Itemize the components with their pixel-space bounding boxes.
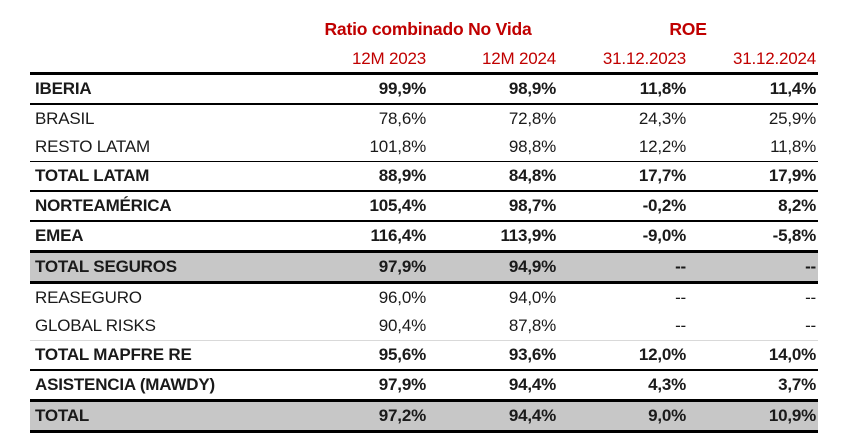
column-group-combined-ratio: Ratio combinado No Vida — [324, 19, 532, 39]
cell: 8,2% — [688, 191, 819, 222]
cell: -5,8% — [688, 221, 819, 253]
cell: -- — [688, 312, 819, 341]
cell: 11,8% — [688, 133, 819, 162]
cell: 84,8% — [428, 161, 559, 192]
cell: 11,4% — [688, 73, 819, 105]
cell: 94,4% — [428, 400, 559, 433]
corner-cell — [30, 14, 298, 45]
cell: 78,6% — [378, 109, 426, 128]
table-row-total: TOTAL 97,2% 94,4% 9,0% 10,9% — [30, 400, 819, 433]
cell: 3,7% — [688, 370, 819, 402]
cell: 72,8% — [508, 109, 557, 128]
row-label: TOTAL LATAM — [30, 161, 298, 192]
table-row-resto-latam: RESTO LATAM 101,8% 98,8% 12,2% 11,8% — [30, 133, 819, 162]
table-row-asistencia-mawdy: ASISTENCIA (MAWDY) 97,9% 94,4% 4,3% 3,7% — [30, 370, 819, 402]
cell: 98,8% — [428, 133, 559, 162]
cell: 10,9% — [688, 400, 819, 433]
cell: 4,3% — [558, 370, 689, 402]
row-label: IBERIA — [30, 73, 298, 105]
cell: -- — [558, 251, 689, 284]
row-label: RESTO LATAM — [30, 133, 298, 162]
cell: 99,9% — [298, 73, 428, 105]
table-row-reaseguro: REASEGURO 96,0% 94,0% -- -- — [30, 283, 818, 313]
column-header-31-12-2023: 31.12.2023 — [558, 45, 689, 75]
row-label: EMEA — [30, 221, 298, 253]
cell: 87,8% — [428, 312, 559, 341]
row-label: TOTAL SEGUROS — [30, 251, 298, 284]
column-group-roe: ROE — [669, 19, 707, 39]
cell: -- — [805, 288, 817, 307]
column-header-12m-2024: 12M 2024 — [428, 45, 559, 75]
row-label: ASISTENCIA (MAWDY) — [30, 370, 298, 402]
column-header-12m-2023: 12M 2023 — [298, 45, 428, 75]
cell: 90,4% — [298, 312, 428, 341]
cell: 101,8% — [298, 133, 428, 162]
row-label: TOTAL MAPFRE RE — [30, 340, 298, 371]
row-label: REASEGURO — [35, 288, 142, 307]
cell: 105,4% — [298, 191, 428, 222]
cell: 116,4% — [298, 221, 428, 253]
cell: 88,9% — [298, 161, 428, 192]
cell: 11,8% — [558, 73, 689, 105]
results-table-container: Ratio combinado No Vida ROE 12M 2023 12M… — [30, 14, 819, 433]
cell: 12,2% — [558, 133, 689, 162]
table-row-total-seguros: TOTAL SEGUROS 97,9% 94,9% -- -- — [30, 251, 819, 284]
cell: -- — [558, 312, 689, 341]
cell: 17,9% — [688, 161, 819, 192]
cell: 97,9% — [298, 251, 428, 284]
column-header-31-12-2024: 31.12.2024 — [688, 45, 819, 75]
cell: 12,0% — [558, 340, 689, 371]
table-row-global-risks: GLOBAL RISKS 90,4% 87,8% -- -- — [30, 312, 819, 341]
cell: -- — [688, 251, 819, 284]
table-row-total-mapfre-re: TOTAL MAPFRE RE 95,6% 93,6% 12,0% 14,0% — [30, 340, 819, 371]
cell: 14,0% — [688, 340, 819, 371]
table-row-iberia: IBERIA 99,9% 98,9% 11,8% 11,4% — [30, 73, 819, 105]
cell: 94,4% — [428, 370, 559, 402]
table-row-norteamerica: NORTEAMÉRICA 105,4% 98,7% -0,2% 8,2% — [30, 191, 819, 222]
cell: -- — [675, 288, 687, 307]
cell: 98,9% — [428, 73, 559, 105]
table-row-total-latam: TOTAL LATAM 88,9% 84,8% 17,7% 17,9% — [30, 161, 819, 192]
cell: 97,2% — [298, 400, 428, 433]
cell: 98,7% — [428, 191, 559, 222]
column-group-header-row: Ratio combinado No Vida ROE — [30, 14, 818, 45]
corner-cell — [30, 45, 298, 75]
cell: 95,6% — [298, 340, 428, 371]
row-label: BRASIL — [35, 109, 95, 128]
cell: 94,9% — [428, 251, 559, 284]
row-label: TOTAL — [30, 400, 298, 433]
cell: 113,9% — [428, 221, 559, 253]
cell: 9,0% — [558, 400, 689, 433]
row-label: NORTEAMÉRICA — [30, 191, 298, 222]
cell: 25,9% — [768, 109, 817, 128]
cell: 96,0% — [378, 288, 426, 307]
cell: -0,2% — [558, 191, 689, 222]
cell: 17,7% — [558, 161, 689, 192]
cell: 93,6% — [428, 340, 559, 371]
row-label: GLOBAL RISKS — [30, 312, 298, 341]
combined-ratio-roe-table: Ratio combinado No Vida ROE 12M 2023 12M… — [30, 14, 819, 433]
cell: 94,0% — [508, 288, 557, 307]
table-row-emea: EMEA 116,4% 113,9% -9,0% -5,8% — [30, 221, 819, 253]
table-row-brasil: BRASIL 78,6% 72,8% 24,3% 25,9% — [30, 104, 818, 133]
cell: -9,0% — [558, 221, 689, 253]
cell: 24,3% — [638, 109, 687, 128]
cell: 97,9% — [298, 370, 428, 402]
period-header-row: 12M 2023 12M 2024 31.12.2023 31.12.2024 — [30, 45, 819, 75]
